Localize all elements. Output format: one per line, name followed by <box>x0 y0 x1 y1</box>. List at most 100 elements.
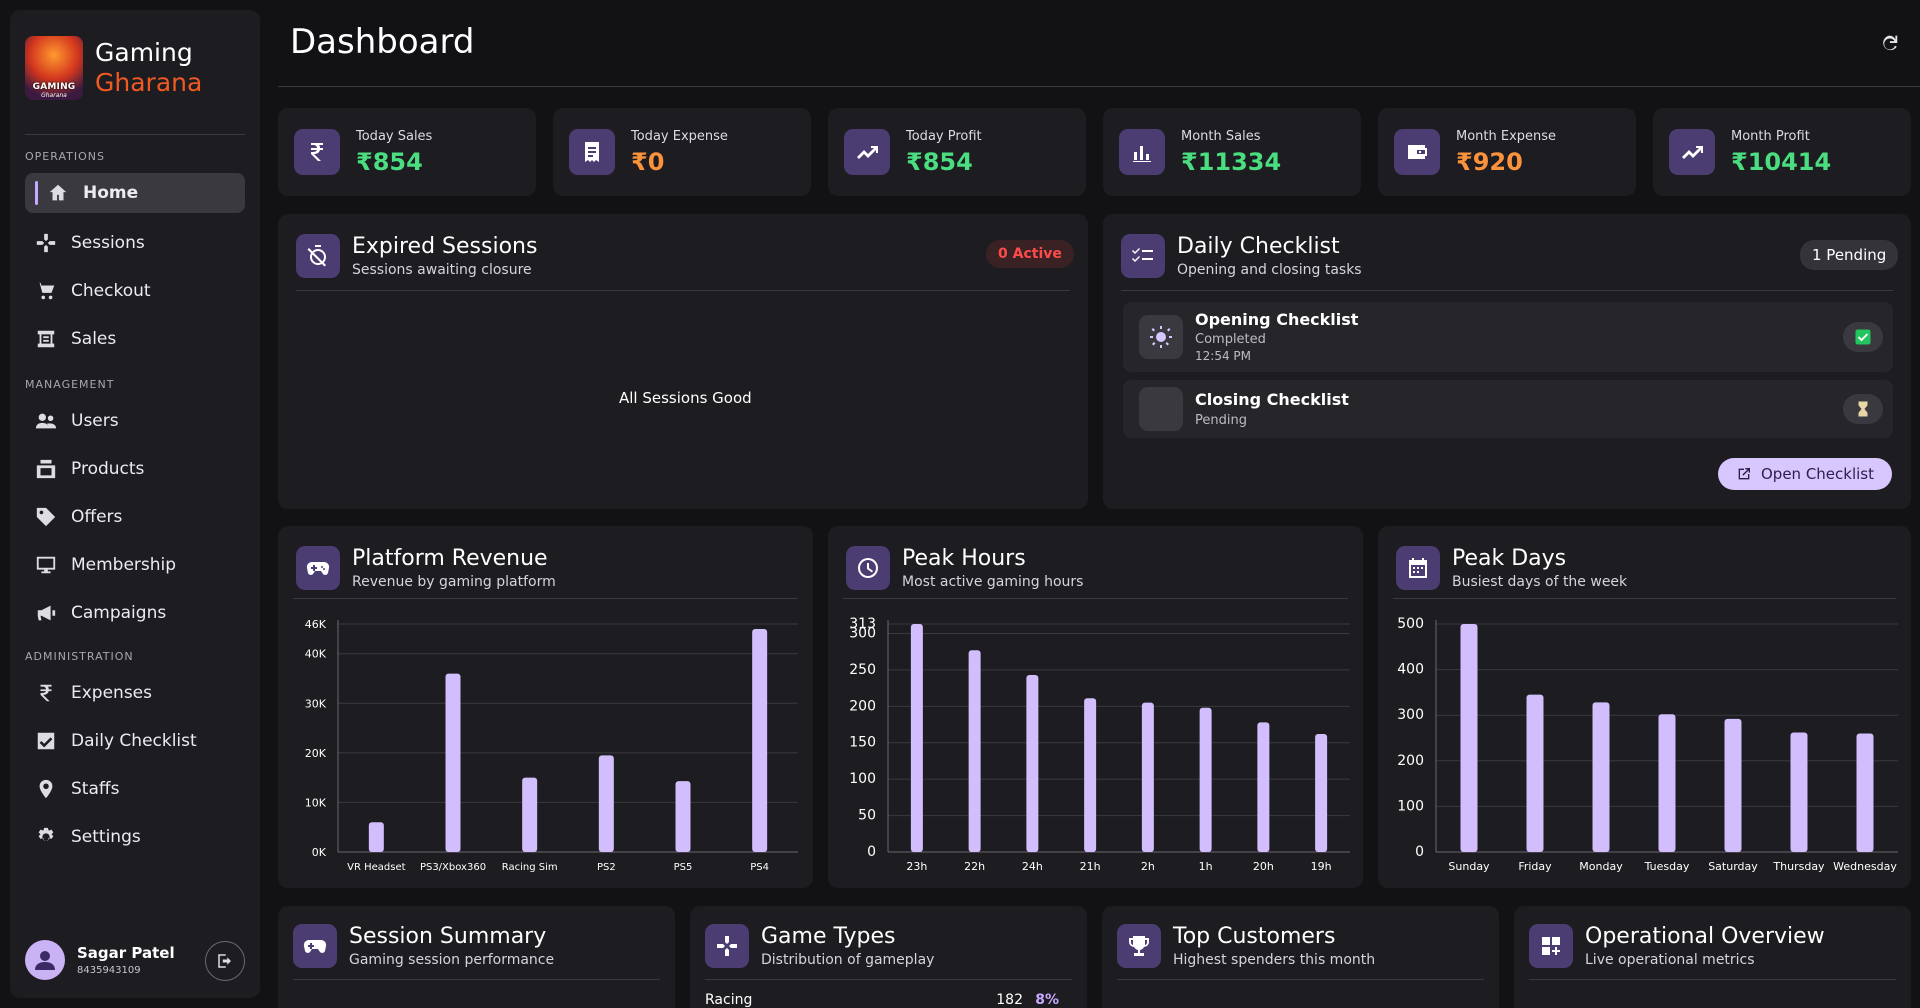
stat-value: ₹11334 <box>1181 147 1282 176</box>
x-tick-label: PS5 <box>674 862 693 873</box>
users-icon <box>35 410 57 432</box>
chart-bar[interactable] <box>368 822 384 852</box>
brand[interactable]: GAMING Gharana Gaming Gharana <box>25 36 202 100</box>
panel-subtitle: Busiest days of the week <box>1452 574 1628 590</box>
active-count-badge: 0 Active <box>986 240 1074 268</box>
panel-title: Session Summary <box>349 924 547 949</box>
user-profile[interactable]: Sagar Patel 8435943109 <box>25 940 175 980</box>
chart-bar[interactable] <box>1084 698 1097 852</box>
sidebar-item-sales[interactable]: Sales <box>25 319 245 359</box>
expired-sessions-panel: Expired Sessions Sessions awaiting closu… <box>278 214 1088 509</box>
sidebar-item-users[interactable]: Users <box>25 401 245 441</box>
x-tick-label: 2h <box>1141 860 1155 873</box>
sidebar-item-staffs[interactable]: Staffs <box>25 769 245 809</box>
panel-subtitle: Gaming session performance <box>349 952 555 968</box>
divider <box>1117 979 1484 980</box>
sidebar-item-campaigns[interactable]: Campaigns <box>25 593 245 633</box>
sidebar-item-daily-checklist[interactable]: Daily Checklist <box>25 721 245 761</box>
checkbox-icon <box>35 730 57 752</box>
chart-bar[interactable] <box>445 673 461 852</box>
gamepad-icon <box>293 924 337 968</box>
operational-overview-panel: Operational Overview Live operational me… <box>1514 906 1911 1008</box>
stat-card-month-expense: Month Expense ₹920 <box>1378 108 1636 196</box>
sidebar-item-label: Sales <box>71 329 117 349</box>
open-checklist-button[interactable]: Open Checklist <box>1718 458 1892 490</box>
opening-checklist-row[interactable]: Opening Checklist Completed 12:54 PM <box>1123 302 1893 372</box>
x-tick-label: 19h <box>1311 860 1332 873</box>
chart-bar[interactable] <box>1724 718 1742 852</box>
chart-bar[interactable] <box>968 650 981 852</box>
x-tick-label: Saturday <box>1708 860 1758 873</box>
stat-label: Today Profit <box>906 128 982 144</box>
x-tick-label: 21h <box>1080 860 1101 873</box>
divider <box>705 979 1072 980</box>
checklist-status: Pending <box>1195 413 1247 428</box>
panel-subtitle: Highest spenders this month <box>1173 952 1376 968</box>
sidebar-item-home[interactable]: Home <box>25 173 245 213</box>
chart-bar[interactable] <box>1592 702 1610 852</box>
chart-bar[interactable] <box>1257 722 1270 852</box>
gamepad-icon <box>35 232 57 254</box>
stat-label: Today Expense <box>631 128 728 144</box>
sidebar-item-checkout[interactable]: Checkout <box>25 271 245 311</box>
sidebar-item-membership[interactable]: Membership <box>25 545 245 585</box>
section-label-administration: ADMINISTRATION <box>25 650 134 663</box>
home-icon <box>47 182 69 204</box>
chart-bar[interactable] <box>598 755 614 852</box>
panel-title: Operational Overview <box>1585 924 1825 949</box>
checklist-status: Completed <box>1195 332 1266 347</box>
sidebar-item-label: Settings <box>71 827 141 847</box>
sidebar-item-sessions[interactable]: Sessions <box>25 223 245 263</box>
chart-bar[interactable] <box>1790 732 1808 852</box>
panel-title: Top Customers <box>1173 924 1336 949</box>
platform-revenue-chart: 0K 10K 20K 30K 40K 46K VR Headset PS3/Xbox360 Ra… <box>305 618 798 873</box>
y-tick-label: 10K <box>305 796 327 809</box>
chart-bar[interactable] <box>1526 694 1544 852</box>
sidebar-item-label: Home <box>83 183 139 203</box>
brand-name-line1: Gaming <box>95 38 193 67</box>
sidebar-item-label: Checkout <box>71 281 151 301</box>
chart-bar[interactable] <box>1460 624 1478 852</box>
stat-value: ₹10414 <box>1731 147 1832 176</box>
sidebar-item-label: Expenses <box>71 683 152 703</box>
chart-bar[interactable] <box>1315 733 1328 852</box>
y-tick-label: 200 <box>849 698 876 714</box>
panel-title: Platform Revenue <box>352 546 548 571</box>
chart-bar[interactable] <box>1856 733 1874 852</box>
panel-subtitle: Live operational metrics <box>1585 952 1755 968</box>
page-title: Dashboard <box>290 22 475 62</box>
y-tick-label: 300 <box>1397 707 1424 723</box>
sidebar-item-expenses[interactable]: Expenses <box>25 673 245 713</box>
chart-bar[interactable] <box>1141 702 1154 852</box>
sidebar-item-offers[interactable]: Offers <box>25 497 245 537</box>
x-tick-label: PS2 <box>597 862 616 873</box>
panel-subtitle: Opening and closing tasks <box>1177 262 1362 278</box>
chart-bar[interactable] <box>522 777 538 852</box>
chart-bar[interactable] <box>1199 707 1212 852</box>
closing-checklist-row[interactable]: Closing Checklist Pending <box>1123 380 1893 438</box>
x-tick-label: VR Headset <box>347 862 405 873</box>
x-tick-label: 24h <box>1022 860 1043 873</box>
stat-value: ₹0 <box>631 147 665 176</box>
chart-bar[interactable] <box>1658 714 1676 852</box>
y-tick-label: 250 <box>849 662 876 678</box>
logout-button[interactable] <box>205 941 245 981</box>
chart-bar[interactable] <box>1026 674 1039 852</box>
chart-bar[interactable] <box>910 624 923 852</box>
panel-title: Expired Sessions <box>352 234 538 259</box>
y-tick-label: 100 <box>1397 798 1424 814</box>
checklist-time: 12:54 PM <box>1195 349 1251 363</box>
chart-bar[interactable] <box>752 628 768 852</box>
sidebar-item-settings[interactable]: Settings <box>25 817 245 857</box>
trend-up-icon <box>1669 129 1715 175</box>
refresh-button[interactable] <box>1878 32 1900 54</box>
checklist-title: Closing Checklist <box>1195 390 1349 409</box>
chart-bar[interactable] <box>675 781 691 852</box>
sidebar-item-products[interactable]: Products <box>25 449 245 489</box>
stat-card-today-expense: Today Expense ₹0 <box>553 108 811 196</box>
panel-subtitle: Most active gaming hours <box>902 574 1084 590</box>
wallet-icon <box>1394 129 1440 175</box>
header-divider <box>278 86 1920 87</box>
y-tick-label: 30K <box>305 697 327 710</box>
